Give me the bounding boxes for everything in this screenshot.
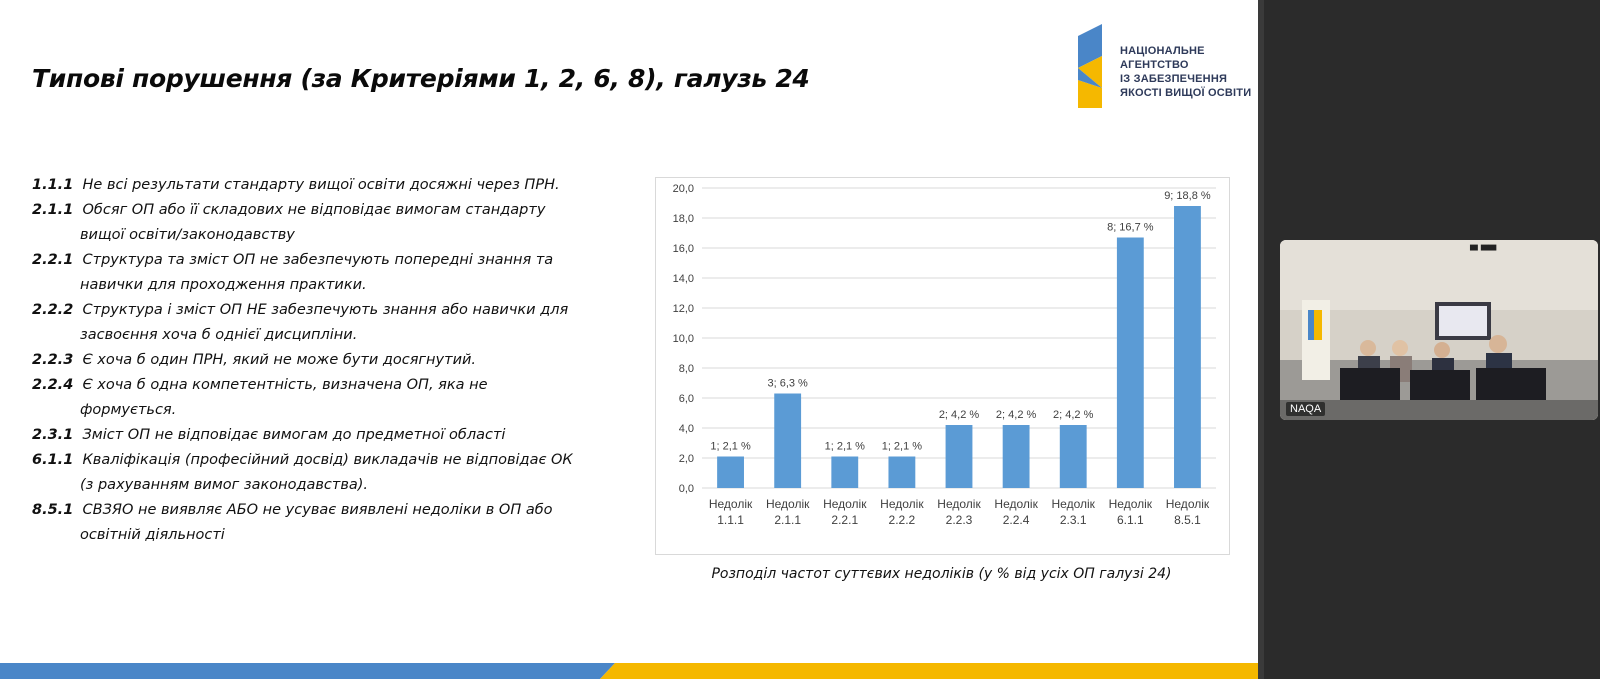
y-tick-label: 14,0 (673, 273, 694, 285)
x-tick-label: 2.2.3 (946, 513, 973, 527)
x-tick-label: Недолік (1166, 497, 1210, 511)
bar-chart: 0,0 2,0 4,0 6,0 8,0 10,0 12,0 14,0 16,0 18,0 20,0 1… (655, 177, 1230, 555)
y-tick-label: 2,0 (679, 453, 694, 465)
list-item: 2.2.1 Структура та зміст ОП не забезпечу… (32, 248, 632, 298)
list-item: 2.2.3 Є хоча б один ПРН, який не може бу… (32, 348, 632, 373)
list-item: 2.1.1 Обсяг ОП або її складових не відпо… (32, 198, 632, 248)
item-text: СВЗЯО не виявляє АБО не усуває виявлені … (82, 502, 553, 518)
bar (774, 393, 802, 488)
item-code: 2.2.3 (32, 352, 74, 368)
item-code: 1.1.1 (32, 177, 74, 193)
logo-line: ЯКОСТІ ВИЩОЇ ОСВІТИ (1120, 87, 1252, 99)
naqa-logo-icon (1078, 24, 1102, 108)
bar (1002, 425, 1030, 488)
list-item: 2.2.2 Структура і зміст ОП НЕ забезпечую… (32, 298, 632, 348)
x-tick-label: Недолік (880, 497, 924, 511)
data-label: 3; 6,3 % (767, 378, 808, 390)
item-text-cont: освітній діяльності (80, 527, 225, 543)
x-tick-label: Недолік (1109, 497, 1153, 511)
video-tile[interactable]: ▀ ▀▀ NAQA (1280, 240, 1598, 420)
bar (1059, 425, 1087, 488)
y-tick-label: 8,0 (679, 363, 694, 375)
video-label: NAQA (1286, 402, 1326, 416)
item-text-cont: (з рахуванням вимог законодавства). (80, 477, 369, 493)
logo-line: ІЗ ЗАБЕЗПЕЧЕННЯ (1120, 73, 1228, 85)
data-label: 2; 4,2 % (996, 409, 1037, 421)
x-tick-label: 2.2.1 (831, 513, 858, 527)
item-text-cont: засвоєння хоча б однієї дисципліни. (80, 327, 358, 343)
x-tick-label: Недолік (766, 497, 810, 511)
item-text: Є хоча б один ПРН, який не може бути дос… (82, 352, 477, 368)
bar (1116, 237, 1144, 488)
data-label: 2; 4,2 % (1053, 409, 1094, 421)
bar (831, 456, 859, 488)
item-text: Є хоча б одна компетентність, визначена … (82, 377, 488, 393)
list-item: 6.1.1 Кваліфікація (професійний досвід) … (32, 448, 632, 498)
data-label: 2; 4,2 % (939, 409, 980, 421)
x-tick-label: 8.5.1 (1174, 513, 1201, 527)
y-tick-label: 10,0 (673, 333, 694, 345)
data-label: 1; 2,1 % (710, 441, 751, 453)
bar-chart-svg: 0,0 2,0 4,0 6,0 8,0 10,0 12,0 14,0 16,0 18,0 20,0 1… (673, 183, 1216, 527)
data-label: 1; 2,1 % (882, 441, 923, 453)
item-text: Структура та зміст ОП не забезпечують по… (82, 252, 554, 268)
item-code: 6.1.1 (32, 452, 74, 468)
y-tick-label: 4,0 (679, 423, 694, 435)
bar (717, 456, 744, 488)
violations-list: 1.1.1 Не всі результати стандарту вищої … (32, 173, 632, 548)
item-text: Не всі результати стандарту вищої освіти… (82, 177, 560, 193)
data-label: 1; 2,1 % (825, 441, 866, 453)
list-item: 2.2.4 Є хоча б одна компетентність, визн… (32, 373, 632, 423)
panel-divider[interactable] (1258, 0, 1264, 679)
bottom-stripes (0, 663, 1258, 679)
item-text-cont: формується. (80, 402, 177, 418)
logo-text: НАЦІОНАЛЬНЕ АГЕНТСТВО ІЗ ЗАБЕЗПЕЧЕННЯ ЯК… (1120, 44, 1251, 100)
logo-line: АГЕНТСТВО (1120, 59, 1189, 71)
item-code: 2.1.1 (32, 202, 74, 218)
naqa-logo: НАЦІОНАЛЬНЕ АГЕНТСТВО ІЗ ЗАБЕЗПЕЧЕННЯ ЯК… (1074, 22, 1254, 114)
x-tick-label: 1.1.1 (717, 513, 744, 527)
item-text: Структура і зміст ОП НЕ забезпечують зна… (82, 302, 569, 318)
x-tick-label: Недолік (823, 497, 867, 511)
x-tick-label: 2.1.1 (774, 513, 801, 527)
list-item: 1.1.1 Не всі результати стандарту вищої … (32, 173, 632, 198)
x-tick-label: Недолік (709, 497, 753, 511)
y-tick-label: 20,0 (673, 183, 694, 195)
item-code: 8.5.1 (32, 502, 74, 518)
x-tick-label: Недолік (994, 497, 1038, 511)
data-label: 8; 16,7 % (1107, 222, 1154, 234)
x-tick-label: Недолік (1052, 497, 1096, 511)
x-tick-label: 2.3.1 (1060, 513, 1087, 527)
x-tick-label: 2.2.2 (889, 513, 916, 527)
item-text-cont: навички для проходження практики. (80, 277, 367, 293)
item-text: Кваліфікація (професійний досвід) виклад… (82, 452, 573, 468)
y-tick-label: 0,0 (679, 483, 694, 495)
video-feed-image: ▀ ▀▀ (1280, 240, 1598, 420)
chart-caption: Розподіл частот суттєвих недоліків (у % … (711, 566, 1172, 582)
y-tick-label: 12,0 (673, 303, 694, 315)
y-tick-label: 18,0 (673, 213, 694, 225)
presentation-slide: Типові порушення (за Критеріями 1, 2, 6,… (0, 0, 1258, 679)
item-code: 2.2.2 (32, 302, 74, 318)
bar (888, 456, 916, 488)
item-text: Обсяг ОП або її складових не відповідає … (82, 202, 546, 218)
x-tick-label: 2.2.4 (1003, 513, 1030, 527)
logo-line: НАЦІОНАЛЬНЕ (1120, 45, 1205, 57)
item-code: 2.2.4 (32, 377, 74, 393)
item-text: Зміст ОП не відповідає вимогам до предме… (82, 427, 506, 443)
list-item: 2.3.1 Зміст ОП не відповідає вимогам до … (32, 423, 632, 448)
bar (1174, 206, 1201, 488)
y-tick-label: 16,0 (673, 243, 694, 255)
item-text-cont: вищої освіти/законодавству (80, 227, 295, 243)
svg-text:▀ ▀▀: ▀ ▀▀ (1469, 244, 1497, 257)
item-code: 2.2.1 (32, 252, 74, 268)
list-item: 8.5.1 СВЗЯО не виявляє АБО не усуває вия… (32, 498, 632, 548)
x-tick-label: 6.1.1 (1117, 513, 1144, 527)
data-label: 9; 18,8 % (1164, 190, 1211, 202)
slide-title: Типові порушення (за Критеріями 1, 2, 6,… (32, 64, 810, 93)
item-code: 2.3.1 (32, 427, 74, 443)
bar (945, 425, 973, 488)
y-tick-label: 6,0 (679, 393, 694, 405)
x-tick-label: Недолік (937, 497, 981, 511)
